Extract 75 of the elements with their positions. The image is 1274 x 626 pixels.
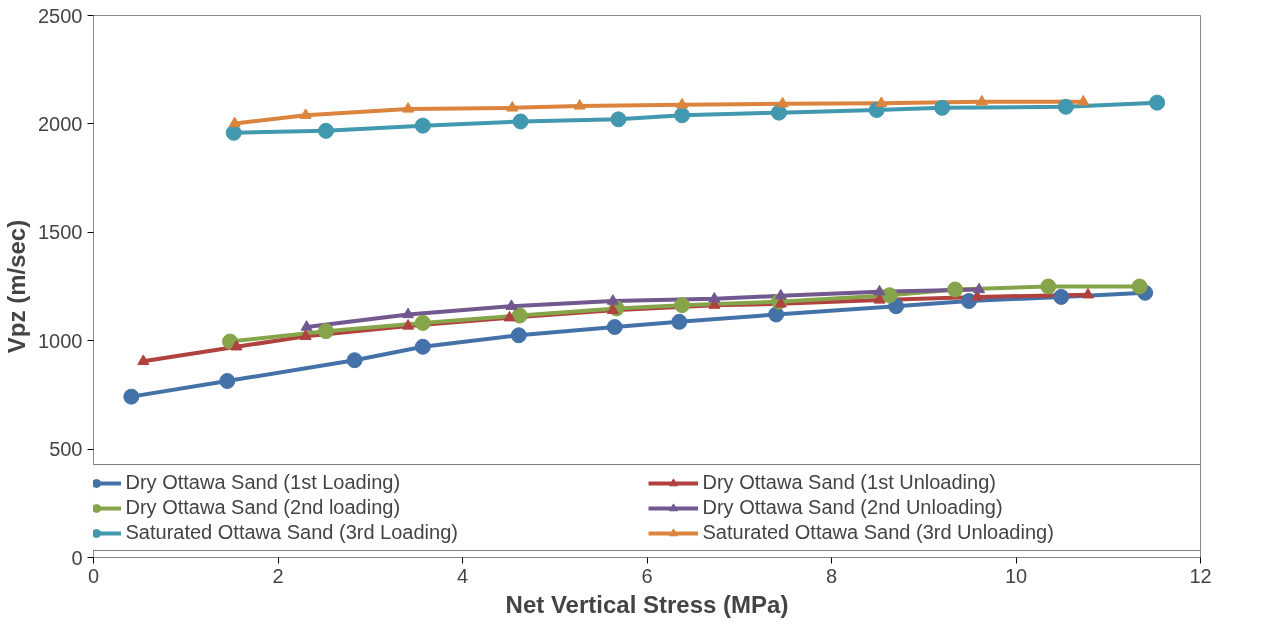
x-tick-label: 12: [1189, 564, 1212, 587]
point: [1081, 287, 1094, 299]
point: [228, 116, 241, 128]
legend-label: Saturated Ottawa Sand (3rd Unloading): [702, 521, 1055, 544]
point: [300, 320, 313, 331]
point: [346, 352, 363, 369]
point: [402, 319, 415, 330]
point: [947, 281, 964, 298]
legend-label: Dry Ottawa Sand (1st Unloading): [702, 471, 997, 494]
point: [299, 108, 312, 119]
point: [1040, 278, 1057, 295]
point: [512, 113, 529, 130]
point: [503, 310, 516, 322]
point: [973, 282, 986, 294]
point: [510, 327, 527, 344]
point: [402, 102, 415, 113]
point: [975, 94, 988, 106]
point: [960, 293, 977, 310]
point: [606, 294, 619, 305]
point: [606, 303, 619, 315]
x-tick-label: 8: [825, 564, 838, 587]
point: [230, 339, 243, 351]
point: [402, 307, 415, 319]
point: [317, 122, 334, 139]
point: [299, 329, 312, 341]
point: [674, 107, 691, 124]
point: [606, 319, 623, 336]
point: [708, 292, 721, 303]
point: [573, 99, 586, 110]
point: [888, 298, 905, 315]
point: [414, 117, 431, 134]
y-tick-label: 2500: [38, 4, 83, 27]
point: [674, 297, 691, 314]
point: [123, 388, 140, 405]
point: [873, 284, 886, 296]
legend-label: Dry Ottawa Sand (2nd loading): [125, 496, 402, 519]
point: [934, 99, 951, 116]
point: [671, 313, 688, 330]
legend-label: Saturated Ottawa Sand (3rd Loading): [125, 521, 459, 544]
y-tick-label: 2000: [38, 112, 83, 135]
x-tick-label: 6: [641, 564, 653, 587]
x-tick-label: 2: [272, 564, 284, 587]
legend-label: Dry Ottawa Sand (2nd Unloading): [702, 496, 1004, 519]
point: [881, 287, 898, 304]
x-tick-label: 0: [87, 564, 100, 587]
point: [610, 111, 627, 128]
y-tick-label: 1500: [38, 221, 83, 244]
point: [774, 288, 787, 300]
point: [511, 307, 528, 324]
legend-label: Dry Ottawa Sand (1st Loading): [125, 471, 402, 494]
point: [1131, 278, 1148, 295]
y-tick-label: 0: [71, 546, 83, 569]
point: [414, 314, 431, 331]
point: [219, 373, 236, 390]
point: [225, 124, 242, 141]
point: [676, 97, 689, 109]
y-tick-label: 500: [49, 438, 83, 461]
point: [414, 338, 431, 355]
point: [137, 354, 150, 365]
x-axis-title: Net Vertical Stress (MPa): [505, 590, 789, 618]
y-tick-label: 1000: [38, 329, 83, 352]
point: [776, 96, 789, 108]
x-tick-label: 10: [1004, 564, 1028, 587]
point: [1057, 98, 1074, 115]
point: [1077, 94, 1090, 106]
point: [317, 323, 334, 340]
point: [770, 104, 787, 121]
point: [875, 96, 888, 107]
point: [505, 299, 518, 310]
point: [506, 101, 519, 112]
y-axis-title: Vpz (m/sec): [3, 219, 31, 354]
point: [1149, 94, 1166, 111]
x-tick-label: 4: [456, 564, 469, 587]
point: [768, 306, 785, 323]
point: [1053, 288, 1070, 305]
